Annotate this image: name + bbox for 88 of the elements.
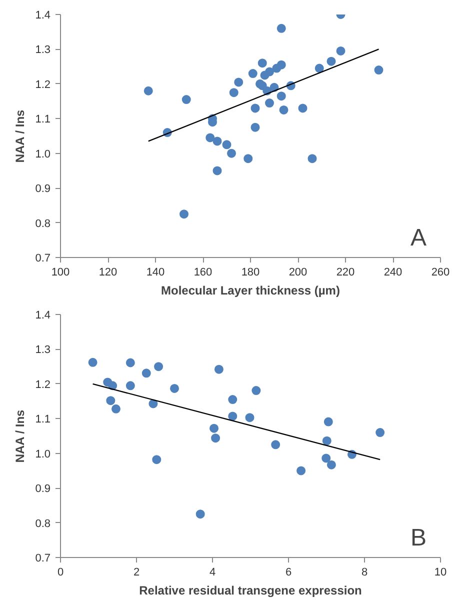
point — [88, 358, 98, 367]
y-tick-label: 0.9 — [35, 183, 51, 196]
x-tick-label: 220 — [336, 266, 355, 278]
point — [227, 148, 236, 158]
point — [322, 454, 331, 463]
point — [170, 384, 179, 393]
point — [106, 396, 116, 406]
point — [258, 58, 267, 68]
x-tick-label: 4 — [209, 566, 216, 578]
point — [196, 510, 205, 519]
point — [252, 386, 261, 396]
point — [144, 86, 153, 96]
point — [324, 417, 333, 426]
point — [265, 67, 274, 76]
x-tick-label: 2 — [133, 566, 140, 578]
point — [276, 92, 286, 101]
x-tick-label: 180 — [241, 266, 260, 278]
point — [244, 154, 253, 164]
point — [126, 358, 135, 368]
point — [234, 78, 244, 87]
point — [271, 440, 280, 450]
y-axis-title: NAA / Ins — [13, 109, 28, 163]
point — [210, 424, 219, 433]
point — [308, 154, 317, 164]
y-tick-label: 1.1 — [35, 414, 51, 426]
point — [376, 428, 385, 438]
x-tick-label: 260 — [431, 266, 450, 278]
point — [211, 434, 220, 443]
x-axis-title: Relative residual transgene expression — [139, 584, 362, 598]
point — [142, 368, 151, 378]
point — [250, 122, 260, 132]
point — [180, 210, 188, 219]
point — [228, 412, 238, 421]
x-tick-label: 6 — [285, 566, 292, 578]
y-tick-label: 0.8 — [35, 218, 51, 230]
x-tick-label: 8 — [361, 566, 368, 578]
x-tick-label: 100 — [51, 266, 70, 278]
x-tick-label: 10 — [434, 566, 447, 578]
annotation: B — [410, 524, 427, 552]
point — [152, 455, 162, 464]
x-tick-label: 240 — [384, 266, 402, 278]
point — [229, 88, 238, 98]
point — [326, 460, 336, 470]
y-tick-label: 1.2 — [35, 78, 51, 91]
annotation: A — [410, 224, 427, 252]
point — [336, 46, 346, 56]
x-tick-label: 140 — [146, 266, 165, 278]
point — [126, 381, 135, 390]
point — [298, 104, 308, 113]
point — [212, 136, 222, 146]
x-tick-label: 120 — [98, 266, 118, 278]
y-tick-label: 1.3 — [35, 344, 51, 356]
point — [296, 466, 306, 476]
point — [322, 436, 332, 446]
point — [279, 105, 288, 114]
y-tick-label: 1.0 — [35, 448, 51, 460]
point — [276, 60, 286, 70]
point — [111, 404, 120, 414]
point — [245, 413, 254, 422]
point — [228, 395, 238, 404]
point — [212, 166, 222, 176]
x-tick-label: 0 — [57, 566, 64, 578]
point — [265, 98, 274, 108]
y-tick-label: 0.8 — [35, 518, 51, 530]
x-tick-label: 200 — [288, 266, 308, 278]
point — [154, 362, 164, 372]
point — [214, 364, 224, 374]
y-tick-label: 1.1 — [35, 114, 51, 126]
y-tick-label: 0.7 — [35, 252, 51, 264]
y-tick-label: 0.9 — [35, 483, 51, 496]
point — [248, 69, 258, 78]
point — [250, 104, 260, 113]
point — [206, 133, 215, 142]
x-tick-label: 160 — [194, 266, 212, 278]
y-tick-label: 1.2 — [35, 378, 51, 391]
y-tick-label: 1.3 — [35, 44, 51, 56]
point — [326, 56, 336, 66]
point — [374, 66, 384, 75]
point — [222, 140, 232, 150]
x-axis-title: Molecular Layer thickness (µm) — [161, 284, 340, 298]
y-axis-title: NAA / Ins — [13, 409, 28, 463]
y-tick-label: 1.4 — [35, 310, 51, 322]
y-tick-label: 1.4 — [35, 10, 51, 22]
y-tick-label: 0.7 — [35, 552, 51, 564]
point — [314, 64, 324, 73]
point — [276, 24, 286, 33]
y-tick-label: 1.0 — [35, 148, 51, 160]
point — [182, 95, 191, 104]
